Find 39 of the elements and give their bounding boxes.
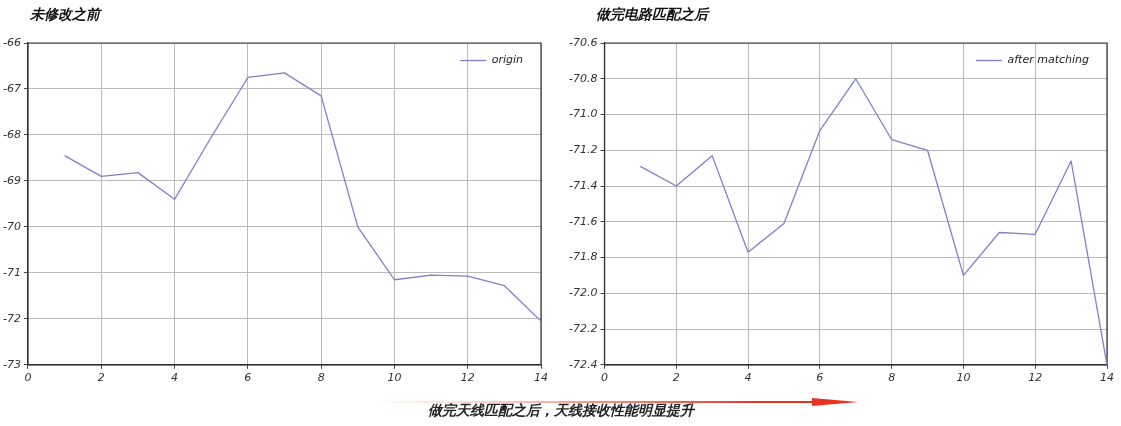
- y-tick-label: -70: [3, 219, 21, 233]
- legend-label: origin: [491, 53, 524, 67]
- y-tick-label: -70.6: [568, 35, 598, 49]
- y-tick-label: -72.2: [568, 321, 598, 335]
- chart-title: 未修改之前: [29, 5, 103, 24]
- x-tick-label: 2: [672, 371, 680, 385]
- x-tick-label: 8: [317, 371, 325, 385]
- x-tick-label: 14: [1100, 371, 1114, 385]
- x-tick-label: 14: [534, 371, 548, 385]
- y-tick-label: -68: [3, 127, 21, 141]
- x-tick-label: 4: [744, 371, 752, 385]
- x-tick-label: 4: [171, 371, 179, 385]
- x-tick-label: 12: [1028, 371, 1043, 385]
- y-tick-label: -71.2: [568, 143, 598, 157]
- x-tick-label: 0: [24, 371, 32, 385]
- y-tick-label: -71.8: [568, 250, 598, 264]
- y-tick-label: -70.8: [568, 71, 598, 85]
- x-tick-label: 8: [888, 371, 896, 385]
- y-tick-label: -71: [3, 265, 21, 279]
- legend-label: after matching: [1007, 53, 1090, 67]
- text: 做完天线匹配之后，天线接收性能明显提升: [426, 402, 696, 420]
- y-tick-label: -72.0: [568, 286, 598, 300]
- x-tick-label: 10: [956, 371, 971, 385]
- x-tick-label: 6: [244, 371, 252, 385]
- y-tick-label: -72: [3, 311, 21, 325]
- y-tick-label: -66: [3, 35, 21, 49]
- x-tick-label: 2: [97, 371, 105, 385]
- y-tick-label: -71.6: [568, 214, 598, 228]
- y-tick-label: -73: [3, 357, 21, 371]
- x-tick-label: 10: [387, 371, 402, 385]
- y-tick-label: -67: [3, 81, 21, 95]
- y-tick-label: -72.4: [568, 357, 598, 371]
- y-tick-label: -69: [3, 173, 21, 187]
- y-tick-label: -71.0: [568, 107, 598, 121]
- y-tick-label: -71.4: [568, 178, 598, 192]
- x-tick-label: 12: [460, 371, 475, 385]
- x-tick-label: 6: [816, 371, 824, 385]
- chart-title: 做完电路匹配之后: [595, 5, 711, 24]
- x-tick-label: 0: [600, 371, 608, 385]
